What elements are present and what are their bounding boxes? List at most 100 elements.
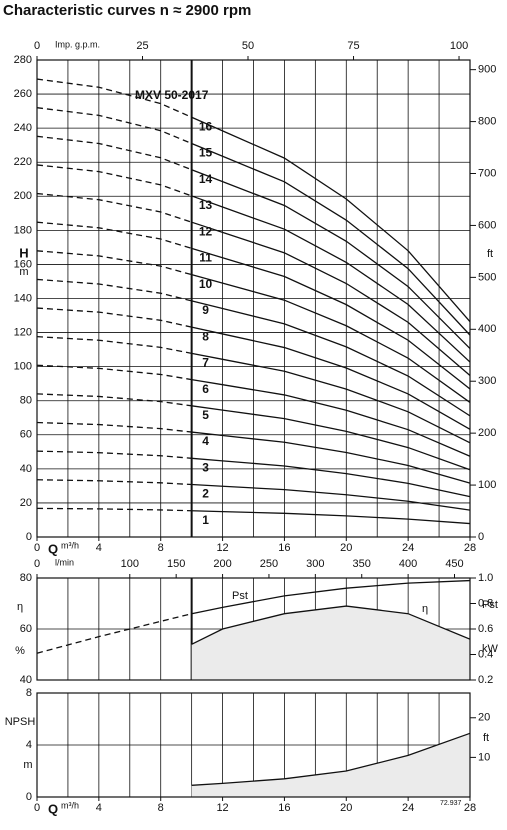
x-tick-label: 0 (34, 542, 40, 554)
y-tick-label: 120 (14, 326, 32, 338)
y2-tick-label: 800 (478, 115, 496, 127)
x-axis-label: Q (48, 801, 58, 816)
y2-tick-label: 600 (478, 219, 496, 231)
y-axis-label: NPSH (5, 716, 36, 728)
line (36, 421, 192, 433)
line (191, 457, 471, 498)
y-tick-label: 240 (14, 122, 32, 134)
series-label: 15 (199, 146, 213, 160)
x2-tick-label: 75 (347, 40, 359, 52)
x-axis-unit: m³/h (61, 540, 79, 550)
line (36, 393, 192, 407)
line (36, 192, 192, 223)
series-label: 13 (199, 198, 213, 212)
line (36, 336, 192, 354)
y-tick-label: 4 (26, 739, 32, 751)
series-label: 8 (202, 329, 209, 343)
y2-tick-label: 300 (478, 375, 496, 387)
x2-tick-label: 200 (213, 558, 231, 570)
y2-tick-label: 0.6 (478, 623, 493, 635)
x-tick-label: 16 (278, 802, 290, 814)
y2-tick-label: 0.2 (478, 674, 493, 686)
y2-tick-label: 10 (478, 751, 490, 763)
x2-tick-label: 50 (242, 40, 254, 52)
x2-tick-label: 100 (121, 558, 139, 570)
line (191, 116, 471, 323)
x2-tick-label: 350 (353, 558, 371, 570)
line (191, 142, 471, 336)
series-label: Pst (232, 590, 248, 602)
line (191, 221, 471, 376)
line (36, 613, 192, 654)
series-label: 2 (202, 487, 209, 501)
y-axis-unit: m (23, 759, 32, 771)
x2-axis-label: Imp. g.p.m. (55, 39, 100, 49)
y-tick-label: 60 (20, 429, 32, 441)
series-label: 3 (202, 460, 209, 474)
y2-axis-label: ft (483, 732, 489, 744)
annotation: MXV 50-2017 (135, 88, 209, 102)
x2-tick-label: 0 (34, 558, 40, 570)
line (191, 352, 471, 444)
x-tick-label: 20 (340, 542, 352, 554)
x-tick-label: 8 (158, 802, 164, 814)
x2-tick-label: 0 (34, 40, 40, 52)
line (36, 107, 192, 145)
line (191, 378, 471, 457)
y-tick-label: 8 (26, 687, 32, 699)
x2-tick-label: 250 (260, 558, 278, 570)
chart-title: Characteristic curves n ≈ 2900 rpm (3, 2, 251, 19)
line (191, 510, 471, 525)
line (191, 405, 471, 471)
y-tick-label: 60 (20, 623, 32, 635)
series-label: 11 (199, 251, 212, 265)
line (191, 732, 471, 786)
y2-tick-label: 1.0 (478, 572, 493, 584)
x2-tick-label: 25 (136, 40, 148, 52)
y-tick-label: 80 (20, 572, 32, 584)
y2-tick-label: 200 (478, 427, 496, 439)
y-tick-label: 180 (14, 224, 32, 236)
y-tick-label: 40 (20, 674, 32, 686)
series-label: 4 (202, 434, 209, 448)
series-label: 12 (199, 224, 213, 238)
y2-tick-label: 900 (478, 64, 496, 76)
y-tick-label: 40 (20, 463, 32, 475)
x2-tick-label: 150 (167, 558, 185, 570)
x-tick-label: 12 (216, 802, 228, 814)
x-tick-label: 28 (464, 802, 476, 814)
y-tick-label: 20 (20, 497, 32, 509)
y-axis-label: η (17, 601, 23, 613)
x-tick-label: 20 (340, 802, 352, 814)
y-tick-label: 140 (14, 292, 32, 304)
plot-frame (36, 577, 471, 681)
line (191, 431, 471, 484)
y2-axis-label: ft (487, 248, 493, 260)
line (36, 364, 192, 381)
plot-frame (36, 692, 471, 798)
y-tick-label: 0 (26, 531, 32, 543)
x2-tick-label: 450 (445, 558, 463, 570)
line (36, 78, 192, 118)
series-label: 7 (202, 356, 209, 370)
series-label: 14 (199, 172, 213, 186)
y-tick-label: 200 (14, 190, 32, 202)
line (36, 507, 192, 512)
series-label: 16 (199, 119, 213, 133)
series-label: η (422, 603, 428, 615)
y2-tick-label: 700 (478, 167, 496, 179)
y2-tick-label: 20 (478, 712, 490, 724)
line (191, 169, 471, 350)
y-tick-label: 220 (14, 156, 32, 168)
y2-tick-label: 500 (478, 271, 496, 283)
y-tick-label: 280 (14, 54, 32, 66)
x-tick-label: 4 (96, 802, 102, 814)
line (191, 195, 471, 363)
line (36, 135, 192, 171)
series-label: 1 (202, 513, 209, 527)
x-tick-label: 24 (402, 802, 414, 814)
x-axis-unit: m³/h (61, 800, 79, 810)
y2-tick-label: 400 (478, 323, 496, 335)
x2-tick-label: 100 (450, 40, 468, 52)
line (36, 307, 192, 328)
